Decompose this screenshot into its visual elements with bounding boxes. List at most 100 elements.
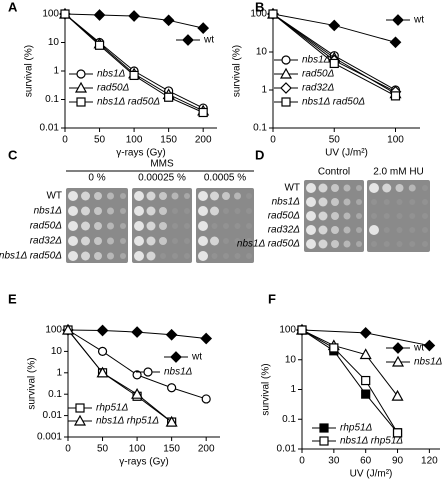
marker xyxy=(361,389,371,399)
spot xyxy=(107,207,114,215)
spot xyxy=(246,238,252,244)
spot xyxy=(134,251,144,261)
spot xyxy=(383,213,390,219)
series-line xyxy=(67,329,172,423)
spot xyxy=(318,211,328,221)
y-tick-label: 1 xyxy=(261,85,267,96)
column-label: 0.00025 % xyxy=(138,173,186,184)
marker xyxy=(361,375,371,386)
y-tick-label: 0.01 xyxy=(40,123,60,134)
x-tick-label: 200 xyxy=(195,135,212,146)
spot xyxy=(198,221,208,231)
legend-label: nbs1Δ xyxy=(414,357,443,368)
spot xyxy=(120,208,126,214)
plate xyxy=(196,188,254,263)
marker xyxy=(198,107,208,118)
marker xyxy=(197,22,210,34)
spot xyxy=(306,197,316,207)
legend-label: wt xyxy=(203,35,214,46)
marker xyxy=(165,415,178,427)
spot xyxy=(356,241,362,247)
spot xyxy=(409,213,416,219)
legend-label: nbs1Δ rad50Δ xyxy=(302,97,365,108)
legend-label: wt xyxy=(413,343,424,354)
spot xyxy=(134,191,144,201)
row-label: rad50Δ xyxy=(30,221,63,232)
spot xyxy=(81,191,90,201)
marker xyxy=(165,328,178,341)
spot xyxy=(68,206,78,216)
spot xyxy=(422,199,428,205)
spot xyxy=(356,185,362,191)
legend-marker xyxy=(74,81,88,93)
legend-label: rad50Δ xyxy=(97,83,130,94)
spot xyxy=(172,238,178,244)
spot xyxy=(81,236,90,246)
y-tick-label: 1 xyxy=(56,367,62,378)
plate xyxy=(367,180,430,252)
legend-marker xyxy=(76,69,86,79)
legend-label: wt xyxy=(191,352,202,363)
legend-marker xyxy=(75,403,85,413)
spot xyxy=(343,184,351,192)
x-tick-label: 0 xyxy=(299,456,305,467)
panel-label: A xyxy=(8,0,18,14)
marker xyxy=(201,394,211,404)
panel-label: F xyxy=(268,291,276,306)
spot xyxy=(146,206,156,216)
marker xyxy=(423,339,436,352)
legend-marker xyxy=(391,355,405,367)
column-label: 2.0 mM HU xyxy=(373,167,424,178)
spot xyxy=(159,237,167,245)
spot xyxy=(68,221,78,231)
spot xyxy=(223,223,229,229)
x-tick-label: 50 xyxy=(97,444,109,455)
marker xyxy=(329,343,339,353)
spot xyxy=(107,252,114,260)
panel-label: E xyxy=(8,291,17,306)
row-label: nbs1Δ xyxy=(272,197,301,208)
x-tick-label: 200 xyxy=(198,444,215,455)
spot xyxy=(94,192,102,200)
spot xyxy=(306,211,316,221)
column-label: 0 % xyxy=(88,173,105,184)
spot xyxy=(94,237,102,245)
spot xyxy=(409,241,416,247)
y-tick-label: 0.1 xyxy=(282,414,296,425)
spot xyxy=(234,253,241,259)
legend-label: nbs1Δ xyxy=(302,55,331,66)
spot xyxy=(81,251,90,261)
marker xyxy=(167,383,177,393)
spot xyxy=(198,191,208,201)
marker xyxy=(129,70,139,81)
spot xyxy=(223,208,229,214)
marker xyxy=(61,323,75,335)
row-label: rad50Δ xyxy=(268,211,301,222)
x-tick-label: 0 xyxy=(62,135,68,146)
spot xyxy=(306,183,316,193)
spot xyxy=(234,208,241,214)
spot xyxy=(408,184,416,192)
row-label: nbs1Δ rad50Δ xyxy=(237,239,300,250)
spot xyxy=(356,199,362,205)
spot xyxy=(146,236,156,246)
marker xyxy=(200,332,213,345)
legend-label: nbs1Δ rhp51Δ xyxy=(340,436,403,447)
legend-label: wt xyxy=(413,15,424,26)
legend-marker xyxy=(281,97,291,107)
marker xyxy=(60,9,70,19)
marker xyxy=(329,58,339,69)
marker xyxy=(392,428,403,438)
y-tick-label: 100 xyxy=(45,325,62,336)
x-tick-label: 100 xyxy=(129,444,146,455)
spot xyxy=(331,240,339,248)
y-axis-label: survival (%) xyxy=(27,357,38,409)
spot xyxy=(318,183,328,193)
marker xyxy=(297,325,307,335)
spot xyxy=(211,223,218,229)
spot xyxy=(134,221,144,231)
marker xyxy=(132,370,142,380)
spot xyxy=(120,253,126,259)
spot xyxy=(422,213,428,219)
